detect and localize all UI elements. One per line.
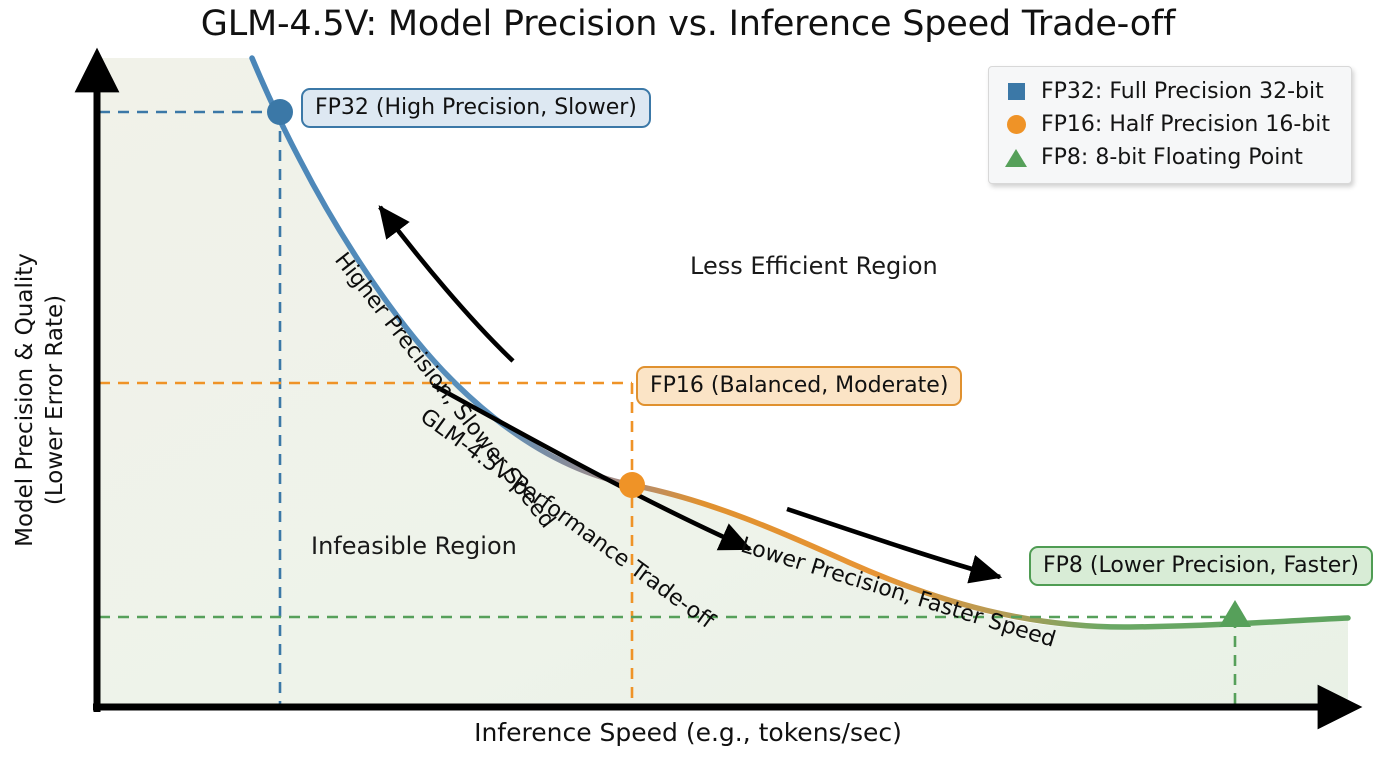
region-infeasible-fill — [97, 58, 1348, 707]
arrow-trade-off — [431, 382, 753, 552]
triangle-marker-icon — [1001, 148, 1031, 167]
callout-fp32[interactable]: FP32 (High Precision, Slower) — [301, 88, 651, 129]
marker-fp16[interactable] — [619, 472, 645, 498]
x-axis-label: Inference Speed (e.g., tokens/sec) — [474, 718, 902, 747]
y-axis-label-line1: Model Precision & Quality — [12, 253, 38, 547]
page-title: GLM-4.5V: Model Precision vs. Inference … — [200, 4, 1176, 44]
callout-fp8[interactable]: FP8 (Lower Precision, Faster) — [1029, 546, 1373, 587]
legend-label-fp16: FP16: Half Precision 16-bit — [1041, 112, 1330, 137]
legend-label-fp8: FP8: 8-bit Floating Point — [1041, 145, 1303, 170]
legend-item-fp8[interactable]: FP8: 8-bit Floating Point — [1001, 141, 1339, 174]
marker-fp32[interactable] — [267, 99, 293, 125]
region-label-less-efficient: Less Efficient Region — [690, 252, 938, 280]
region-label-infeasible: Infeasible Region — [311, 532, 517, 560]
y-axis-label: Model Precision & Quality (Lower Error R… — [10, 190, 70, 610]
legend-item-fp32[interactable]: FP32: Full Precision 32-bit — [1001, 75, 1339, 108]
y-axis-label-line2: (Lower Error Rate) — [42, 294, 68, 506]
legend-label-fp32: FP32: Full Precision 32-bit — [1041, 79, 1324, 104]
trade-off-curve — [249, 55, 1351, 630]
legend-item-fp16[interactable]: FP16: Half Precision 16-bit — [1001, 108, 1339, 141]
square-marker-icon — [1001, 83, 1031, 100]
arrow-lower-precision — [786, 506, 1003, 584]
circle-marker-icon — [1001, 115, 1031, 134]
callout-fp16[interactable]: FP16 (Balanced, Moderate) — [636, 366, 963, 407]
arrow-higher-precision — [378, 205, 515, 363]
marker-fp8[interactable] — [1219, 600, 1251, 627]
legend: FP32: Full Precision 32-bit FP16: Half P… — [988, 66, 1352, 184]
